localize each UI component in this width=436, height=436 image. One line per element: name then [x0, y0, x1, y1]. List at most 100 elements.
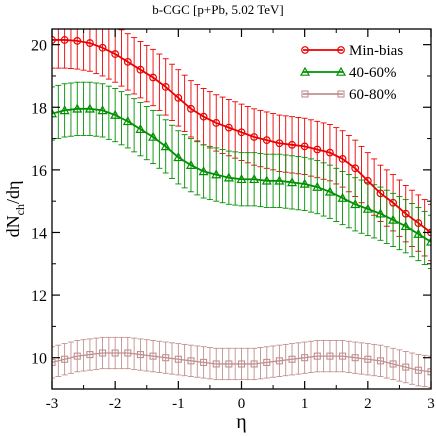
data-point-min-bias [174, 93, 183, 102]
series-lines-layer [52, 39, 431, 373]
data-point-40-60- [148, 131, 159, 141]
data-point-40-60- [223, 172, 234, 182]
data-point-60-80- [174, 355, 182, 363]
data-point-40-60- [274, 175, 285, 185]
data-point-40-60- [425, 236, 431, 246]
data-point-60-80- [339, 352, 347, 360]
data-point-40-60- [324, 186, 335, 196]
markers-layer [52, 36, 431, 376]
data-point-60-80- [187, 357, 195, 365]
data-point-min-bias [123, 57, 132, 66]
data-point-60-80- [86, 351, 94, 359]
data-point-min-bias [224, 123, 233, 132]
legend-label-60-80-: 60-80% [349, 87, 397, 103]
series-line-min-bias [52, 39, 431, 234]
chart-title: b-CGC [p+Pb, 5.02 TeV] [152, 2, 284, 17]
data-point-40-60- [400, 220, 411, 231]
y-label-subscript: ch [13, 204, 27, 215]
x-tick-label: 0 [238, 396, 246, 412]
series-line-40-60- [52, 107, 431, 243]
data-point-60-80- [427, 368, 431, 376]
data-point-60-80- [414, 366, 422, 374]
data-point-40-60- [299, 178, 310, 188]
x-tick-label: 2 [364, 396, 372, 412]
data-point-40-60- [249, 174, 260, 184]
y-tick-label: 14 [31, 225, 47, 242]
legend-marker-min-bias [301, 46, 309, 54]
data-point-40-60- [110, 109, 121, 119]
data-point-60-80- [275, 357, 283, 365]
data-point-min-bias [199, 112, 208, 121]
y-tick-label: 12 [31, 288, 47, 305]
data-point-60-80- [351, 354, 359, 362]
y-tick-label: 18 [31, 100, 47, 117]
data-point-min-bias [338, 155, 347, 163]
data-point-40-60- [160, 141, 171, 151]
y-tick-label: 16 [31, 163, 47, 180]
data-point-60-80- [364, 355, 372, 363]
legend-marker-40-60- [335, 66, 347, 76]
data-point-min-bias [288, 140, 296, 149]
data-point-40-60- [122, 116, 133, 126]
data-point-60-80- [212, 360, 220, 368]
x-tick-label: 3 [427, 396, 435, 412]
data-point-60-80- [200, 358, 208, 366]
data-point-60-80- [301, 354, 309, 362]
data-point-40-60- [312, 181, 323, 191]
data-point-min-bias [275, 139, 284, 148]
data-point-40-60- [375, 208, 386, 218]
y-axis-label: dNch/dη [3, 181, 27, 238]
data-point-60-80- [98, 349, 107, 357]
legend-marker-60-80- [301, 90, 309, 98]
data-point-min-bias [313, 145, 322, 154]
data-point-40-60- [388, 214, 399, 224]
data-point-60-80- [61, 355, 69, 363]
ticks-layer [51, 29, 432, 390]
data-point-min-bias [326, 148, 334, 157]
data-point-min-bias [414, 219, 423, 227]
y-label-tail: /dη [3, 181, 23, 204]
data-point-60-80- [124, 349, 132, 357]
data-point-60-80- [389, 360, 397, 368]
data-point-40-60- [362, 203, 373, 213]
data-point-min-bias [250, 133, 259, 141]
x-tick-label: -1 [172, 396, 185, 412]
data-point-min-bias [401, 209, 410, 218]
data-point-min-bias [237, 128, 246, 137]
data-point-min-bias [389, 198, 398, 207]
x-tick-label: -2 [109, 396, 122, 412]
data-point-min-bias [111, 50, 120, 58]
data-point-40-60- [84, 103, 95, 113]
data-point-60-80- [313, 352, 321, 360]
legend-label-40-60-: 40-60% [349, 65, 397, 81]
series-line-60-80- [52, 352, 431, 373]
data-point-60-80- [149, 352, 157, 360]
legend-marker-min-bias [337, 46, 345, 54]
data-point-60-80- [52, 358, 56, 366]
data-point-40-60- [97, 105, 108, 115]
data-point-60-80- [162, 354, 170, 362]
data-point-60-80- [111, 349, 119, 357]
data-point-min-bias [60, 36, 69, 44]
data-point-min-bias [136, 65, 145, 74]
data-point-40-60- [59, 105, 70, 115]
data-point-60-80- [250, 360, 258, 368]
data-point-40-60- [413, 228, 424, 238]
data-point-60-80- [73, 352, 81, 360]
data-point-min-bias [149, 73, 157, 82]
data-point-min-bias [161, 83, 170, 91]
data-point-min-bias [262, 136, 271, 145]
data-point-min-bias [212, 119, 221, 127]
data-point-40-60- [261, 175, 272, 185]
data-point-40-60- [198, 166, 209, 176]
data-point-60-80- [326, 352, 334, 360]
y-tick-label: 20 [31, 38, 47, 55]
data-point-60-80- [237, 360, 246, 368]
data-point-min-bias [85, 39, 94, 47]
data-point-60-80- [376, 357, 385, 365]
x-tick-label: -3 [46, 396, 59, 412]
data-point-min-bias [187, 104, 195, 113]
data-point-40-60- [337, 192, 348, 202]
